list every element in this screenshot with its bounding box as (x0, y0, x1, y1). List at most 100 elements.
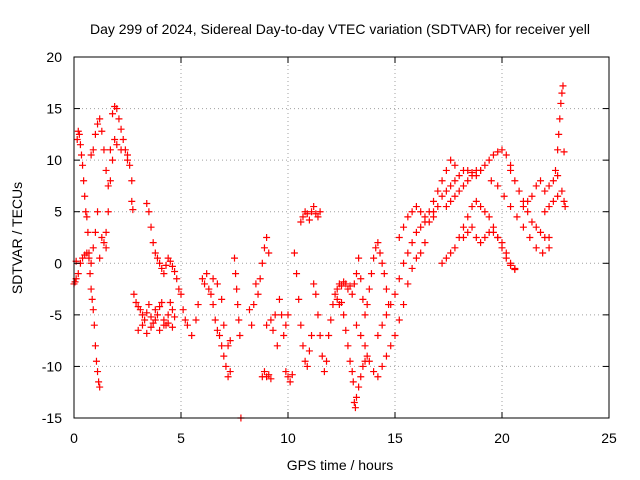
data-point (156, 259, 164, 267)
data-point (117, 146, 125, 154)
data-point (391, 290, 399, 298)
data-point (365, 357, 373, 365)
data-point (153, 254, 161, 262)
data-point (162, 261, 170, 269)
data-point (481, 208, 489, 216)
data-point (352, 321, 360, 329)
data-point (327, 316, 335, 324)
data-point (489, 151, 497, 159)
data-point (175, 285, 183, 293)
data-point (75, 130, 83, 138)
data-point (158, 298, 166, 306)
y-tick-label-0: -15 (42, 410, 62, 426)
data-point (507, 261, 515, 269)
data-point (370, 254, 378, 262)
data-point (282, 321, 290, 329)
data-point (130, 290, 138, 298)
data-point (109, 110, 117, 118)
data-point (113, 105, 121, 113)
data-point (357, 373, 365, 381)
data-point (81, 192, 89, 200)
data-point (545, 182, 553, 190)
data-point (408, 208, 416, 216)
data-point (438, 177, 446, 185)
data-point (395, 234, 403, 241)
data-point (513, 213, 521, 221)
data-point (515, 187, 523, 195)
data-point (494, 234, 502, 241)
data-point (412, 228, 420, 236)
data-point (106, 177, 114, 185)
data-point (333, 285, 341, 293)
data-point (295, 295, 303, 303)
data-point (171, 268, 179, 276)
y-tick-label-2: -5 (50, 307, 63, 323)
data-point (363, 352, 371, 360)
data-point (96, 383, 104, 391)
data-point (87, 259, 95, 267)
data-point (502, 249, 510, 257)
data-point (106, 146, 114, 154)
data-point (494, 148, 502, 156)
data-point (489, 228, 497, 236)
data-point (404, 213, 412, 221)
data-point (126, 161, 134, 169)
data-point (455, 172, 463, 180)
x-tick-label-1: 5 (177, 430, 185, 446)
data-point (477, 166, 485, 174)
data-point (166, 257, 174, 265)
data-point (395, 316, 403, 324)
data-point (333, 295, 341, 303)
data-point (447, 249, 455, 257)
data-point (391, 331, 399, 339)
data-point (417, 208, 425, 216)
data-point (160, 270, 168, 278)
plot-frame (73, 56, 610, 419)
data-point (363, 301, 371, 309)
data-point (316, 208, 324, 216)
data-point (545, 234, 553, 241)
data-point (138, 321, 146, 329)
y-tick-label-4: 5 (54, 204, 62, 220)
data-point (430, 208, 438, 216)
data-point (168, 262, 176, 270)
data-point (91, 342, 99, 350)
data-point (340, 311, 348, 319)
data-point (370, 368, 378, 376)
data-point (213, 326, 221, 334)
data-point (459, 182, 467, 190)
data-point (361, 342, 369, 350)
data-point (404, 249, 412, 257)
data-point (183, 321, 191, 329)
y-tick-label-1: -10 (42, 358, 62, 374)
data-point (318, 352, 326, 360)
data-point (325, 331, 333, 339)
data-point (378, 259, 386, 267)
y-axis-label: SDTVAR / TECUs (9, 182, 25, 294)
data-point (288, 371, 296, 379)
data-point (498, 239, 506, 247)
data-point (89, 244, 97, 252)
data-point (86, 270, 94, 278)
data-point (232, 270, 240, 278)
data-point (349, 378, 357, 386)
data-point (442, 254, 450, 262)
data-point (350, 280, 358, 288)
data-point (236, 331, 244, 339)
data-point (299, 213, 307, 221)
data-point (308, 331, 316, 339)
data-point (109, 156, 117, 164)
data-point (102, 166, 110, 174)
data-point (472, 234, 480, 241)
data-point (218, 342, 226, 350)
data-point (541, 187, 549, 195)
data-point (129, 206, 137, 214)
data-point (374, 331, 382, 339)
data-point (485, 156, 493, 164)
data-point (301, 357, 309, 365)
data-point (430, 197, 438, 205)
data-point (502, 151, 510, 159)
data-point (273, 342, 281, 350)
data-point (299, 342, 307, 350)
data-point (297, 218, 305, 226)
